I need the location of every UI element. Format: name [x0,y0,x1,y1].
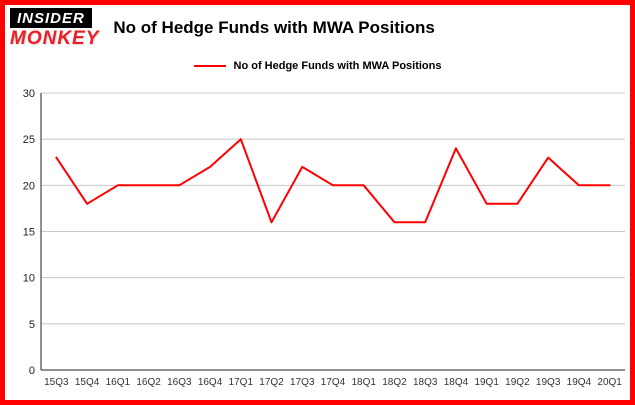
x-tick-label: 19Q3 [536,377,561,388]
line-chart: 0 5 10 15 20 25 30 15Q3 15Q4 16Q1 16Q2 16Q3 16Q4 17Q1… [23,88,625,388]
x-tick-label: 16Q1 [106,377,131,388]
x-tick-label: 16Q4 [198,377,223,388]
header: INSIDER MONKEY No of Hedge Funds with MW… [10,8,435,48]
x-tick-label: 17Q3 [290,377,315,388]
x-tick-label: 16Q2 [136,377,161,388]
y-tick-label: 20 [23,180,35,192]
y-tick-label: 10 [23,273,35,285]
x-tick-label: 19Q4 [567,377,592,388]
x-tick-label: 18Q2 [382,377,407,388]
x-tick-label: 19Q2 [505,377,530,388]
x-tick-label: 18Q4 [444,377,469,388]
y-tick-label: 5 [29,319,35,331]
x-tick-label: 15Q3 [44,377,69,388]
x-tick-label: 18Q3 [413,377,438,388]
logo-insider-text: INSIDER [10,8,92,28]
x-tick-label: 18Q1 [352,377,377,388]
x-tick-label: 20Q1 [597,377,622,388]
data-line-series [55,138,611,224]
insider-monkey-logo: INSIDER MONKEY [10,8,99,48]
legend-label: No of Hedge Funds with MWA Positions [233,60,442,72]
x-tick-label: 16Q3 [167,377,192,388]
chart-legend: No of Hedge Funds with MWA Positions [5,60,630,72]
page-title: No of Hedge Funds with MWA Positions [113,18,435,37]
y-tick-label: 15 [23,227,35,239]
y-tick-label: 25 [23,134,35,146]
x-tick-label: 19Q1 [474,377,499,388]
x-tick-label: 17Q4 [321,377,346,388]
logo-monkey-text: MONKEY [10,28,100,49]
x-tick-label: 17Q1 [229,377,254,388]
x-tick-label: 15Q4 [75,377,100,388]
legend-line-swatch [193,65,226,67]
y-tick-label: 0 [29,365,35,377]
y-tick-label: 30 [23,88,35,100]
x-tick-label: 17Q2 [259,377,284,388]
